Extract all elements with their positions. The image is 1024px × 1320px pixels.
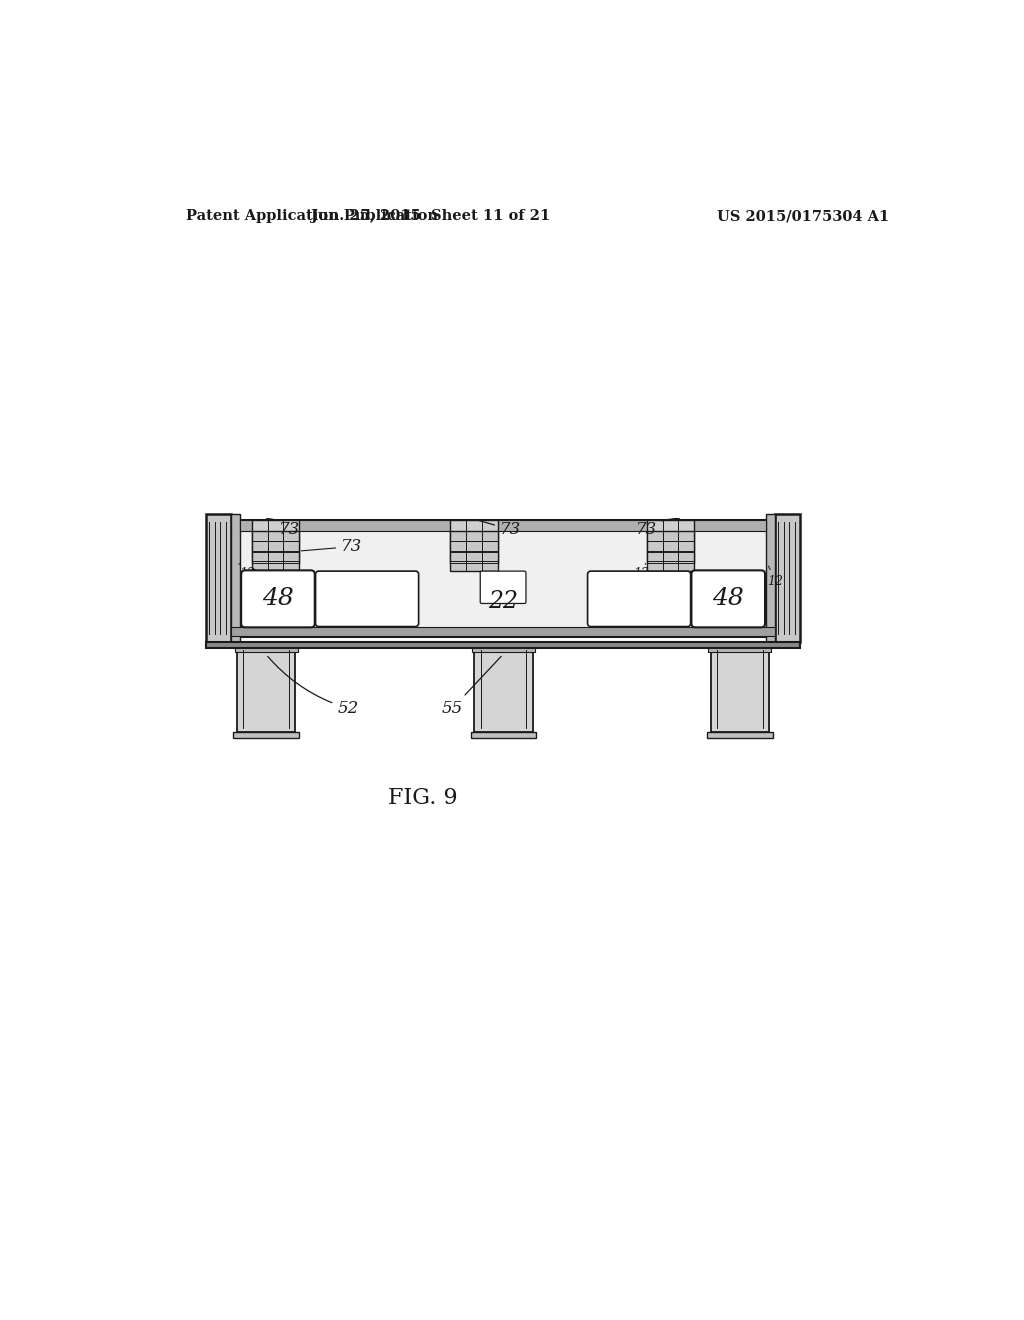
Bar — [234, 648, 298, 652]
Bar — [231, 520, 775, 636]
Bar — [766, 515, 775, 642]
Bar — [206, 515, 231, 642]
FancyBboxPatch shape — [241, 570, 314, 627]
Bar — [252, 531, 299, 572]
Text: 12: 12 — [633, 564, 649, 581]
Text: 52: 52 — [267, 656, 358, 717]
Text: 73: 73 — [266, 519, 300, 539]
Bar — [472, 648, 535, 652]
Bar — [233, 733, 299, 738]
FancyBboxPatch shape — [315, 572, 419, 627]
Bar — [647, 531, 693, 572]
Bar — [471, 733, 537, 738]
Text: 22: 22 — [488, 590, 518, 614]
Text: FIG. 9: FIG. 9 — [388, 787, 458, 808]
Text: 73: 73 — [475, 520, 521, 539]
Bar — [450, 520, 498, 562]
Bar — [647, 520, 693, 562]
Bar — [711, 648, 769, 733]
Text: Jun. 25, 2015  Sheet 11 of 21: Jun. 25, 2015 Sheet 11 of 21 — [310, 209, 550, 223]
Text: 73: 73 — [636, 519, 679, 539]
Bar — [707, 733, 773, 738]
Bar — [239, 528, 767, 628]
Text: 48: 48 — [262, 587, 294, 610]
Bar — [231, 627, 775, 636]
Text: 73: 73 — [301, 539, 362, 556]
Text: Patent Application Publication: Patent Application Publication — [186, 209, 438, 223]
Text: US 2015/0175304 A1: US 2015/0175304 A1 — [717, 209, 889, 223]
Text: 12: 12 — [254, 569, 284, 590]
FancyBboxPatch shape — [588, 572, 690, 627]
Bar — [238, 648, 295, 733]
Text: 12: 12 — [767, 566, 783, 587]
Text: 55: 55 — [442, 656, 501, 717]
FancyBboxPatch shape — [691, 570, 765, 627]
Bar — [252, 520, 299, 562]
Text: 12: 12 — [239, 564, 255, 581]
Bar — [206, 642, 800, 648]
FancyBboxPatch shape — [480, 572, 526, 603]
Text: 48: 48 — [713, 587, 744, 610]
Bar — [709, 648, 771, 652]
Bar — [241, 520, 766, 531]
Bar — [474, 648, 532, 733]
Bar — [231, 515, 241, 642]
Bar — [775, 515, 800, 642]
Bar — [450, 531, 498, 572]
